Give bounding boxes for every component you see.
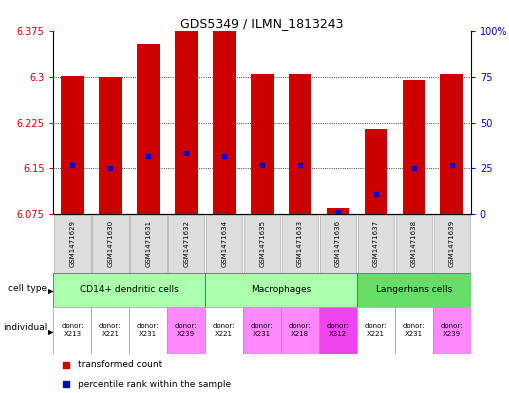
Text: GSM1471630: GSM1471630 xyxy=(107,220,114,267)
Bar xyxy=(433,307,471,354)
Bar xyxy=(53,273,205,307)
Text: GSM1471639: GSM1471639 xyxy=(449,220,455,267)
FancyBboxPatch shape xyxy=(206,215,242,273)
Bar xyxy=(281,307,319,354)
Bar xyxy=(251,74,273,214)
Text: donor:
X213: donor: X213 xyxy=(61,323,83,337)
Text: individual: individual xyxy=(3,323,47,332)
Bar xyxy=(213,31,236,214)
Bar xyxy=(289,74,312,214)
Text: GSM1471631: GSM1471631 xyxy=(145,220,151,267)
Bar xyxy=(137,44,160,214)
Text: Macrophages: Macrophages xyxy=(251,285,311,294)
Bar xyxy=(167,307,205,354)
Bar xyxy=(243,307,281,354)
Text: GSM1471629: GSM1471629 xyxy=(69,220,75,267)
Bar xyxy=(61,76,84,214)
Text: donor:
X231: donor: X231 xyxy=(137,323,159,337)
Text: cell type: cell type xyxy=(8,284,47,293)
Text: donor:
X231: donor: X231 xyxy=(251,323,273,337)
FancyBboxPatch shape xyxy=(92,215,129,273)
FancyBboxPatch shape xyxy=(282,215,318,273)
Bar xyxy=(99,77,122,214)
Bar xyxy=(403,80,426,214)
Bar xyxy=(440,74,463,214)
Bar xyxy=(357,307,395,354)
Text: GSM1471638: GSM1471638 xyxy=(411,220,417,267)
Text: GSM1471635: GSM1471635 xyxy=(259,220,265,267)
Text: GSM1471632: GSM1471632 xyxy=(183,220,189,267)
Text: donor:
X221: donor: X221 xyxy=(213,323,236,337)
Text: GSM1471637: GSM1471637 xyxy=(373,220,379,267)
Bar xyxy=(357,273,471,307)
FancyBboxPatch shape xyxy=(168,215,205,273)
Text: donor:
X239: donor: X239 xyxy=(441,323,463,337)
Bar xyxy=(92,307,129,354)
Bar xyxy=(364,129,387,214)
Text: donor:
X231: donor: X231 xyxy=(403,323,425,337)
Text: GSM1471636: GSM1471636 xyxy=(335,220,341,267)
FancyBboxPatch shape xyxy=(395,215,432,273)
Bar xyxy=(327,208,349,214)
Text: CD14+ dendritic cells: CD14+ dendritic cells xyxy=(80,285,179,294)
FancyBboxPatch shape xyxy=(130,215,166,273)
Text: donor:
X221: donor: X221 xyxy=(365,323,387,337)
Bar xyxy=(319,307,357,354)
FancyBboxPatch shape xyxy=(320,215,356,273)
FancyBboxPatch shape xyxy=(244,215,280,273)
Text: transformed count: transformed count xyxy=(78,360,163,369)
Bar xyxy=(129,307,167,354)
Text: Langerhans cells: Langerhans cells xyxy=(376,285,452,294)
Text: GSM1471633: GSM1471633 xyxy=(297,220,303,267)
Text: donor:
X239: donor: X239 xyxy=(175,323,197,337)
Bar xyxy=(205,307,243,354)
Bar xyxy=(395,307,433,354)
Text: donor:
X218: donor: X218 xyxy=(289,323,312,337)
Text: donor:
X312: donor: X312 xyxy=(327,323,349,337)
FancyBboxPatch shape xyxy=(434,215,470,273)
Bar xyxy=(53,307,92,354)
Text: donor:
X221: donor: X221 xyxy=(99,323,122,337)
FancyBboxPatch shape xyxy=(358,215,394,273)
FancyBboxPatch shape xyxy=(54,215,91,273)
Title: GDS5349 / ILMN_1813243: GDS5349 / ILMN_1813243 xyxy=(180,17,344,30)
Bar xyxy=(205,273,357,307)
Text: percentile rank within the sample: percentile rank within the sample xyxy=(78,380,232,389)
Bar xyxy=(175,31,197,214)
Text: GSM1471634: GSM1471634 xyxy=(221,220,227,267)
